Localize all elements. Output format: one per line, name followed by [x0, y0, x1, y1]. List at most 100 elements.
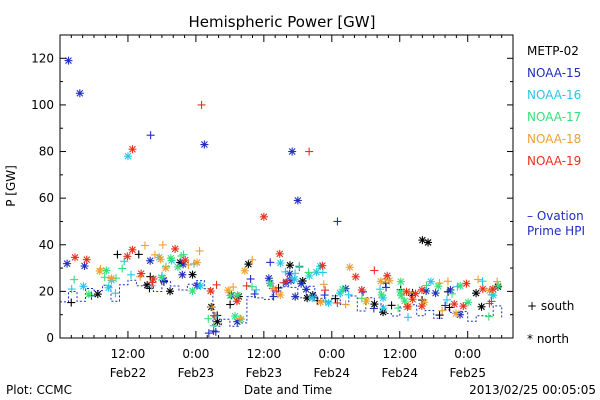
south-point	[331, 294, 340, 303]
south-point	[493, 277, 502, 286]
highlight-south-point	[146, 131, 155, 140]
north-point	[166, 287, 175, 296]
north-point	[376, 277, 385, 286]
north-point	[102, 266, 111, 275]
south-point	[118, 264, 127, 273]
ovation-hpi-line	[60, 279, 503, 327]
x-tick-label-time: 0:00	[182, 347, 209, 361]
south-point	[295, 262, 304, 271]
south-point	[212, 280, 221, 289]
south-point	[147, 281, 156, 290]
south-point	[140, 241, 149, 250]
south-point	[404, 313, 413, 322]
legend: METP-02 NOAA-15 NOAA-16 NOAA-17 NOAA-18 NOAA-…	[527, 44, 581, 168]
south-point	[70, 275, 79, 284]
south-point	[485, 299, 494, 308]
south-point	[252, 285, 261, 294]
legend-entry: NOAA-19	[527, 154, 581, 168]
x-axis-label: Date and Time	[244, 383, 332, 397]
north-point	[297, 279, 306, 288]
highlight-north-point	[293, 196, 302, 205]
north-point	[417, 302, 426, 311]
north-point	[396, 277, 405, 286]
y-tick-label: 80	[39, 145, 54, 159]
north-point	[188, 286, 197, 295]
legend-entry: NOAA-15	[527, 66, 581, 80]
south-point	[120, 257, 129, 266]
south-point	[195, 246, 204, 255]
highlight-north-point	[288, 147, 297, 156]
north-point	[226, 291, 235, 300]
footer-timestamp: 2013/02/25 00:05:05	[469, 383, 596, 397]
north-point	[240, 266, 249, 275]
legend-entry: NOAA-18	[527, 132, 581, 146]
south-point	[209, 321, 218, 330]
south-point	[382, 283, 391, 292]
north-point	[178, 270, 187, 279]
south-point	[208, 303, 217, 312]
north-point	[478, 284, 487, 293]
south-point	[96, 264, 105, 273]
north-point	[305, 271, 314, 280]
highlight-north-point	[259, 212, 268, 221]
ovation-label-line1: – Ovation	[527, 209, 584, 223]
highlight-north-point	[75, 89, 84, 98]
north-point	[93, 290, 102, 299]
north-point	[377, 290, 386, 299]
y-axis-label: P [GW]	[4, 165, 18, 207]
y-tick-label: 60	[39, 191, 54, 205]
north-point	[63, 259, 72, 268]
south-point	[67, 298, 76, 307]
south-point	[484, 312, 493, 321]
south-marker-label: + south	[527, 299, 574, 313]
north-point	[316, 298, 325, 307]
north-point	[417, 285, 426, 294]
south-point	[321, 286, 330, 295]
south-point	[127, 270, 136, 279]
north-point	[290, 275, 299, 284]
north-point	[383, 271, 392, 280]
y-tick-label: 20	[39, 284, 54, 298]
south-point	[236, 314, 245, 323]
x-tick-label-time: 12:00	[247, 347, 282, 361]
north-point	[324, 298, 333, 307]
highlight-south-point	[333, 217, 342, 226]
north-point	[308, 294, 317, 303]
x-tick-label-date: Feb23	[178, 366, 215, 380]
x-tick-label-date: Feb24	[314, 366, 351, 380]
south-point	[435, 279, 444, 288]
south-point	[246, 274, 255, 283]
north-point	[146, 256, 155, 265]
north-point	[206, 287, 215, 296]
north-point	[166, 254, 175, 263]
south-point	[158, 240, 167, 249]
north-point	[446, 285, 455, 294]
south-point	[283, 276, 292, 285]
y-tick-label: 40	[39, 238, 54, 252]
north-point	[472, 289, 481, 298]
south-point	[272, 286, 281, 295]
north-point	[286, 276, 295, 285]
north-point	[318, 261, 327, 270]
north-point	[128, 245, 137, 254]
plot-frame	[59, 34, 514, 339]
north-point	[275, 249, 284, 258]
south-point	[67, 285, 76, 294]
north-point	[104, 283, 113, 292]
south-point	[333, 298, 342, 307]
north-point	[173, 262, 182, 271]
highlight-north-point	[424, 238, 433, 247]
y-tick-label: 0	[46, 331, 54, 345]
south-point	[442, 295, 451, 304]
x-tick-label-time: 0:00	[318, 347, 345, 361]
north-point	[370, 300, 379, 309]
north-point	[157, 273, 166, 282]
north-point	[71, 253, 80, 262]
south-point	[242, 281, 251, 290]
south-point	[422, 281, 431, 290]
highlight-north-point	[128, 145, 137, 154]
x-tick-label-time: 0:00	[454, 347, 481, 361]
north-marker-label: * north	[527, 332, 569, 346]
north-point	[411, 289, 420, 298]
north-point	[82, 255, 91, 264]
